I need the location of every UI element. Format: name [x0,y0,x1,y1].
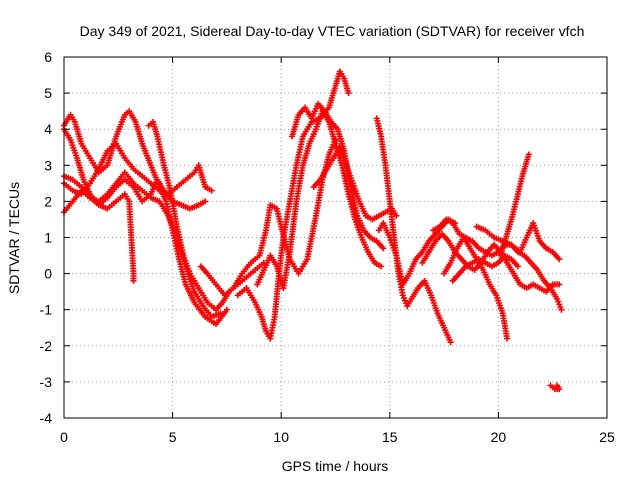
y-tick-label: 4 [44,121,52,137]
series-track-18 [473,220,563,263]
y-tick-label: 5 [44,85,52,101]
data-point [556,256,563,263]
data-point [208,187,215,194]
series-track-9 [254,108,385,292]
x-tick-labels: 0 5 10 15 20 25 [60,429,615,445]
y-tick-label: -1 [40,302,53,318]
data-point [554,382,561,389]
data-point [380,245,387,252]
plot-frame [63,56,608,419]
y-tick-label: -4 [40,410,53,426]
x-axis-label: GPS time / hours [282,458,389,474]
chart-title: Day 349 of 2021, Sidereal Day-to-day VTE… [80,23,585,39]
data-point [447,339,454,346]
series-track-20 [547,382,563,393]
series-track-11 [310,144,400,223]
y-tick-label: -3 [40,374,53,390]
data-point [514,263,521,270]
data-point [378,263,385,270]
x-tick-label: 10 [273,429,289,445]
data-points [61,68,565,393]
y-tick-label: 6 [44,49,52,65]
y-tick-label: -2 [40,338,53,354]
series-track-13 [373,115,454,346]
y-axis-label: SDTVAR / TECUs [6,182,22,294]
data-point [393,212,400,219]
x-tick-label: 0 [60,429,68,445]
y-tick-label: 3 [44,157,52,173]
data-point [217,310,224,317]
data-point [345,90,352,97]
series-track-10 [289,100,387,252]
series-track-3 [61,169,224,320]
x-tick-label: 15 [382,429,398,445]
y-tick-label: 0 [44,266,52,282]
data-point [202,198,209,205]
data-point [556,281,563,288]
data-point [504,335,511,342]
x-tick-label: 20 [491,429,507,445]
x-tick-label: 25 [599,429,615,445]
data-point [130,277,137,284]
data-point [223,306,230,313]
y-tick-labels: -4 -3 -2 -1 0 1 2 3 4 5 6 [40,49,53,426]
series-track-4 [61,173,137,284]
data-point [558,306,565,313]
series-track-19 [449,252,521,284]
y-tick-label: 2 [44,193,52,209]
data-point [525,151,532,158]
y-tick-label: 1 [44,230,52,246]
x-tick-label: 5 [169,429,177,445]
